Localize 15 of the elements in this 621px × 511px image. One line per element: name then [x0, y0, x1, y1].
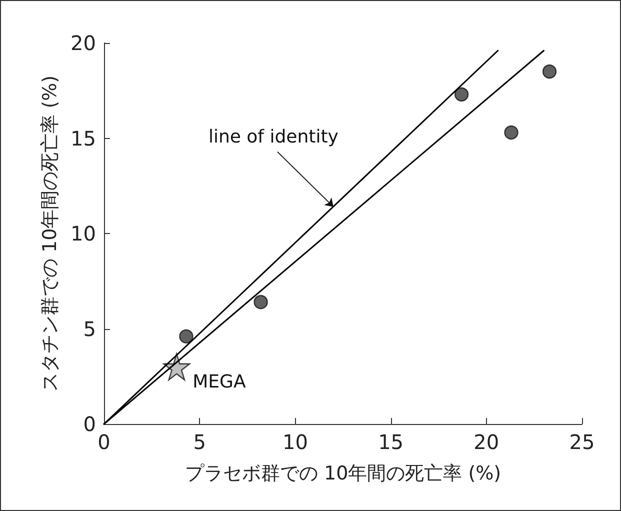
- y-tick-label: 20: [70, 31, 96, 55]
- annotation: MEGA: [192, 371, 247, 392]
- x-tick-label: 15: [378, 430, 404, 454]
- y-tick-label: 10: [70, 222, 96, 246]
- x-axis-title: プラセボ群での 10年間の死亡率 (%): [184, 462, 502, 484]
- x-tick-label: 10: [282, 430, 308, 454]
- annotation: line of identity: [208, 126, 339, 148]
- y-axis-title: スタチン群での 10年間の死亡率 (%): [39, 75, 62, 392]
- y-tick-label: 0: [83, 412, 96, 436]
- x-tick-label: 0: [98, 430, 110, 454]
- x-tick-label: 25: [569, 430, 595, 454]
- x-tick-label: 20: [474, 430, 500, 454]
- y-tick-label: 15: [70, 126, 96, 150]
- y-tick-label: 5: [83, 316, 96, 341]
- x-tick-label: 5: [193, 430, 206, 454]
